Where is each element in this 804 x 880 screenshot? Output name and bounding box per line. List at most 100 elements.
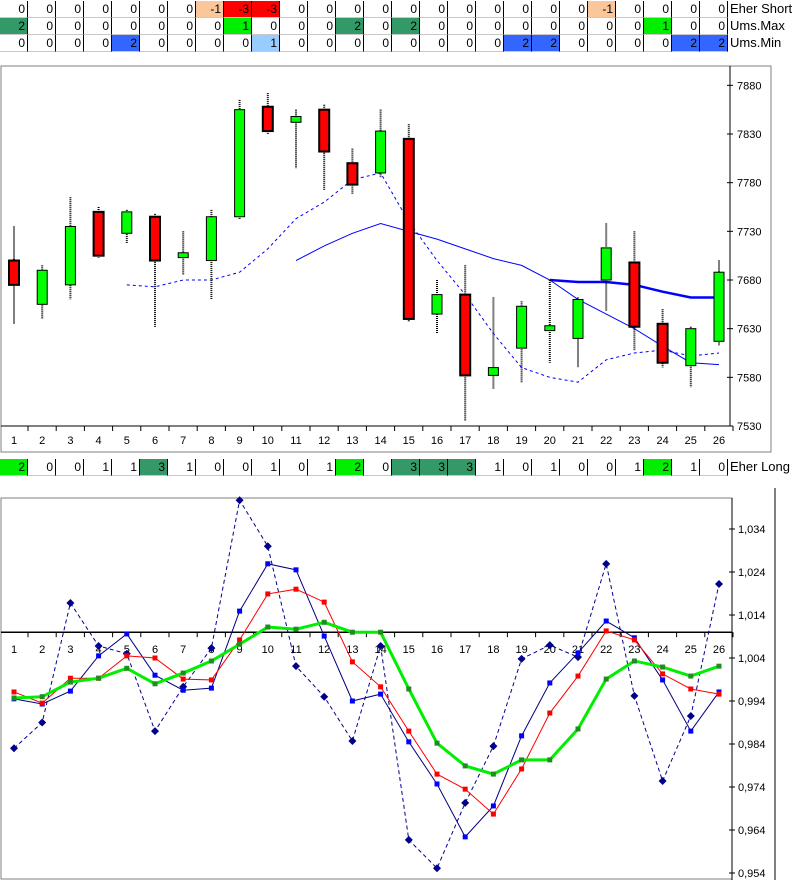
signal-value: 0 xyxy=(326,36,333,50)
y-tick-label: 7680 xyxy=(737,275,761,287)
data-point-square xyxy=(11,689,17,695)
signal-cell: 0 xyxy=(560,459,588,476)
signal-cell: 0 xyxy=(700,18,728,35)
candle-body xyxy=(487,367,499,376)
data-point-square xyxy=(39,700,45,706)
signal-cell: 0 xyxy=(448,1,476,18)
signal-value: 0 xyxy=(214,460,221,474)
signal-value: 0 xyxy=(298,2,305,16)
x-tick-label: 1 xyxy=(11,644,17,656)
data-point-square xyxy=(152,681,158,687)
signal-cell: 1 xyxy=(84,459,112,476)
signal-value: 0 xyxy=(634,19,641,33)
signal-value: 0 xyxy=(270,19,277,33)
data-point-square xyxy=(180,676,186,682)
signal-value: 0 xyxy=(214,36,221,50)
candle-body xyxy=(713,271,725,342)
signal-cell: 0 xyxy=(504,1,532,18)
signal-cell: -1 xyxy=(588,1,616,18)
data-point-square xyxy=(237,641,243,647)
x-tick-label: 9 xyxy=(237,644,243,656)
signal-value: 2 xyxy=(354,460,361,474)
x-tick-label: 25 xyxy=(685,435,697,447)
candle-body xyxy=(572,298,584,339)
y-tick-label: 0,994 xyxy=(738,696,766,708)
signal-value: 0 xyxy=(494,19,501,33)
signal-cell: 0 xyxy=(280,18,308,35)
data-point-square xyxy=(547,710,553,716)
signal-value: 0 xyxy=(18,36,25,50)
data-point-square xyxy=(124,653,130,659)
series-line xyxy=(13,498,720,870)
signal-value: 0 xyxy=(158,36,165,50)
signal-cell: 2 xyxy=(336,459,364,476)
data-point-square xyxy=(96,653,102,659)
data-point-square xyxy=(124,665,130,671)
signal-cell: 0 xyxy=(560,1,588,18)
signal-value: 0 xyxy=(242,36,249,50)
x-tick-label: 21 xyxy=(572,435,584,447)
signal-value: 0 xyxy=(522,2,529,16)
signal-cell: 3 xyxy=(140,459,168,476)
data-point-square xyxy=(11,695,17,701)
data-point-square xyxy=(406,728,412,734)
signal-value: 0 xyxy=(410,2,417,16)
signal-value: 2 xyxy=(522,36,529,50)
signal-cell: 0 xyxy=(252,18,280,35)
signal-cell: 0 xyxy=(308,35,336,52)
signal-value: -1 xyxy=(210,2,221,16)
signal-value: 0 xyxy=(214,19,221,33)
signal-value: 0 xyxy=(74,19,81,33)
signal-cell: 3 xyxy=(392,459,420,476)
signal-value: 1 xyxy=(662,19,669,33)
signal-value: 1 xyxy=(634,460,641,474)
data-point-diamond xyxy=(292,662,300,671)
data-point-diamond xyxy=(517,654,526,663)
data-point-diamond xyxy=(404,835,413,844)
x-tick-label: 14 xyxy=(374,435,386,447)
data-point-square xyxy=(462,786,468,792)
signal-cell: 0 xyxy=(0,35,28,52)
x-tick-label: 22 xyxy=(600,644,612,656)
signal-value: 0 xyxy=(158,2,165,16)
candle-body xyxy=(375,130,387,174)
signal-value: 0 xyxy=(298,36,305,50)
data-point-square xyxy=(124,631,130,637)
candle-body xyxy=(402,137,415,320)
signal-value: 0 xyxy=(578,36,585,50)
signal-value: 2 xyxy=(354,19,361,33)
signal-value: 3 xyxy=(466,460,473,474)
signal-cell: 0 xyxy=(364,18,392,35)
signal-value: 1 xyxy=(494,460,501,474)
signal-cell: 0 xyxy=(644,35,672,52)
signal-value: 0 xyxy=(438,36,445,50)
signal-value: -3 xyxy=(238,2,249,16)
signal-value: 0 xyxy=(102,19,109,33)
signal-cell: 0 xyxy=(420,18,448,35)
signal-cell: 1 xyxy=(644,18,672,35)
signal-value: 3 xyxy=(410,460,417,474)
row-label: Ums.Min xyxy=(730,35,782,50)
signal-cell: 0 xyxy=(224,35,252,52)
x-tick-label: 18 xyxy=(487,435,499,447)
signal-cell: 1 xyxy=(224,18,252,35)
signal-cell: 0 xyxy=(616,1,644,18)
signal-cell: 0 xyxy=(560,18,588,35)
signal-cell: 0 xyxy=(280,35,308,52)
data-point-square xyxy=(688,728,694,734)
data-point-diamond xyxy=(66,598,75,607)
data-point-diamond xyxy=(545,641,554,650)
signal-cell: 0 xyxy=(672,1,700,18)
data-point-diamond xyxy=(263,542,272,551)
signal-cell: 0 xyxy=(196,35,224,52)
y-tick-label: 1,004 xyxy=(738,653,766,665)
signal-cell: 0 xyxy=(700,1,728,18)
signal-cell: 0 xyxy=(392,35,420,52)
signal-value: 1 xyxy=(102,460,109,474)
x-tick-label: 7 xyxy=(180,644,186,656)
signal-cell: 2 xyxy=(532,35,560,52)
signal-value: 0 xyxy=(718,2,725,16)
chart-frame xyxy=(0,497,733,880)
signal-cell: 0 xyxy=(476,18,504,35)
y-tick-label: 0,974 xyxy=(738,782,766,794)
